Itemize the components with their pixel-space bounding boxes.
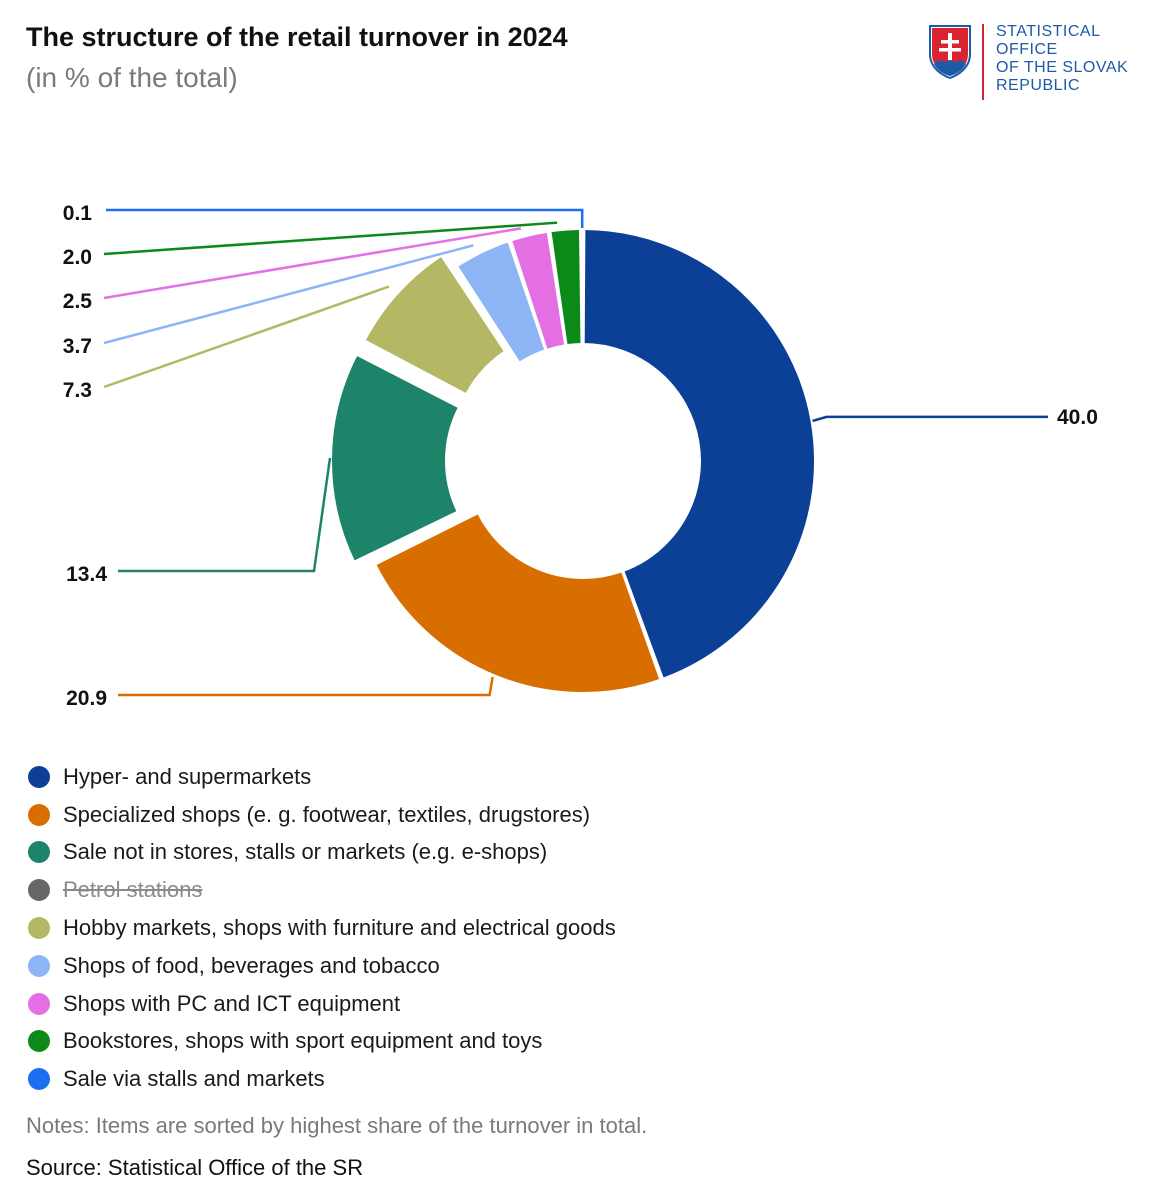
legend-item[interactable]: Sale not in stores, stalls or markets (e… (28, 834, 616, 872)
slice-8 (580, 227, 584, 346)
legend-item[interactable]: Shops of food, beverages and tobacco (28, 947, 616, 985)
legend-label: Hyper- and supermarkets (63, 763, 312, 789)
data-label-7: 2.0 (63, 246, 92, 269)
legend-label: Bookstores, shops with sport equipment a… (63, 1028, 543, 1054)
legend-item[interactable]: Hobby markets, shops with furniture and … (28, 909, 616, 947)
chart-notes: Notes: Items are sorted by highest share… (26, 1113, 648, 1138)
legend-item[interactable]: Shops with PC and ICT equipment (28, 985, 616, 1023)
legend-item[interactable]: Sale via stalls and markets (28, 1060, 616, 1098)
leader-line-5 (103, 244, 474, 345)
legend-label: Sale not in stores, stalls or markets (e… (63, 839, 548, 865)
chart-title: The structure of the retail turnover in … (26, 22, 568, 52)
legend-swatch (28, 992, 50, 1015)
legend-label: Specialized shops (e. g. footwear, texti… (63, 801, 591, 827)
legend-label: Hobby markets, shops with furniture and … (63, 915, 616, 941)
chart-source: Source: Statistical Office of the SR (26, 1155, 364, 1180)
slice-6 (509, 230, 567, 352)
leader-line-2 (118, 457, 332, 573)
slice-5 (455, 240, 547, 365)
legend-label: Shops of food, beverages and tobacco (63, 952, 440, 978)
legend-label: Petrol stations (63, 877, 203, 903)
leader-line-0 (812, 415, 1048, 423)
leader-line-4 (103, 285, 390, 389)
coat-of-arms-icon (929, 25, 971, 80)
legend-label: Sale via stalls and markets (63, 1066, 325, 1092)
leader-line-1 (118, 676, 494, 697)
leader-line-7 (103, 221, 558, 256)
legend-swatch (28, 765, 50, 788)
data-label-6: 2.5 (63, 290, 93, 313)
slice-1 (373, 511, 662, 694)
legend-item[interactable]: Bookstores, shops with sport equipment a… (28, 1023, 616, 1061)
legend-item[interactable]: Hyper- and supermarkets (28, 758, 616, 796)
legend-item[interactable]: Specialized shops (e. g. footwear, texti… (28, 796, 616, 834)
leader-line-6 (103, 227, 522, 300)
chart-legend: Hyper- and supermarkets Specialized shops… (28, 758, 616, 1098)
legend-label: Shops with PC and ICT equipment (63, 990, 401, 1016)
data-label-2: 13.4 (66, 563, 107, 586)
data-label-8: 0.1 (63, 202, 93, 225)
legend-swatch (28, 917, 50, 940)
data-label-1: 20.9 (66, 687, 107, 710)
statistical-office-logo: STATISTICAL OFFICE OF THE SLOVAK REPUBLI… (928, 22, 1148, 102)
legend-swatch (28, 954, 50, 977)
legend-item[interactable]: Petrol stations (28, 871, 616, 909)
logo-divider (982, 24, 984, 100)
slice-4 (363, 254, 507, 396)
legend-swatch (28, 879, 50, 902)
legend-swatch (28, 841, 50, 864)
logo-text: STATISTICAL OFFICE OF THE SLOVAK REPUBLI… (996, 23, 1129, 94)
slice-2 (330, 353, 461, 564)
data-label-4: 7.3 (63, 379, 92, 402)
legend-swatch (28, 1068, 50, 1091)
leader-line-8 (106, 208, 584, 229)
chart-subtitle: (in % of the total) (26, 62, 238, 93)
legend-swatch (28, 803, 50, 826)
data-label-0: 40.0 (1057, 406, 1098, 429)
donut-chart: 40.0 20.9 13.4 7.3 3.7 2.5 2.0 0.1 (63, 202, 1098, 710)
slice-0 (582, 227, 816, 681)
legend-swatch (28, 1030, 50, 1053)
data-label-5: 3.7 (63, 335, 92, 358)
